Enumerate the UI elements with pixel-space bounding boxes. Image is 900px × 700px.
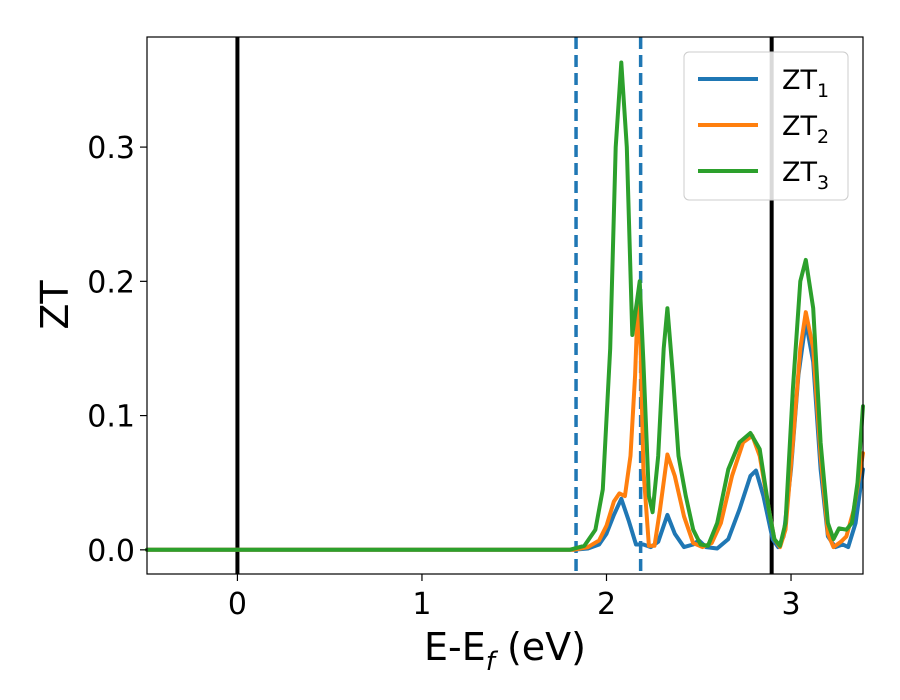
legend-label-zt2: ZT2	[782, 111, 829, 148]
legend: ZT1 ZT2 ZT3	[683, 51, 849, 201]
x-axis-label-main: E-E	[424, 625, 486, 669]
y-axis-label: ZT	[33, 280, 77, 330]
y-tick-label: 0.3	[87, 131, 135, 166]
series-line-zt3	[145, 60, 865, 552]
legend-box	[683, 51, 849, 201]
x-tick-label: 0	[228, 587, 247, 622]
series-layer	[145, 60, 865, 552]
y-tick-label: 0.1	[87, 400, 135, 435]
x-axis-ticks: 0 1 2 3	[228, 574, 801, 622]
legend-label-zt3: ZT3	[782, 157, 829, 194]
y-axis-ticks: 0.0 0.1 0.2 0.3	[87, 131, 147, 569]
x-tick-label: 1	[412, 587, 431, 622]
legend-label-zt1: ZT1	[782, 65, 829, 102]
x-axis-label-unit: (eV)	[495, 625, 586, 669]
x-tick-label: 3	[781, 587, 800, 622]
x-axis-label: E-Ef (eV)	[424, 625, 586, 677]
y-tick-label: 0.0	[87, 534, 135, 569]
x-tick-label: 2	[597, 587, 616, 622]
y-tick-label: 0.2	[87, 265, 135, 300]
plot-frame	[146, 36, 864, 575]
